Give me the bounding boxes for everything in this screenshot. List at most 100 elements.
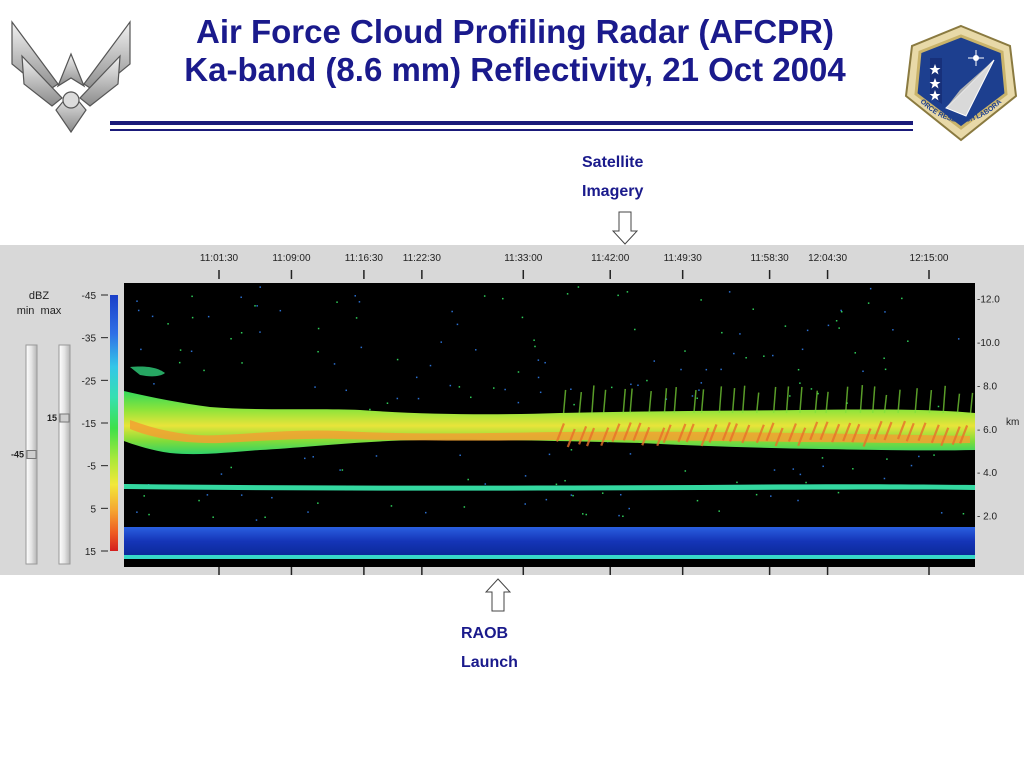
speckle <box>720 368 722 371</box>
radar-reflectivity-chart: dBZ min max -45 15 -45 -35 -25 -15 -5 5 15 11:… <box>11 253 1019 575</box>
fallstreak <box>578 425 588 445</box>
speckle <box>167 323 169 325</box>
speckle <box>524 475 527 477</box>
colorbar-tick-label: -45 <box>82 291 97 302</box>
fallstreak <box>940 427 950 447</box>
min-slider-value: -45 <box>11 450 24 460</box>
speckle <box>425 511 427 514</box>
speckle <box>718 510 720 512</box>
speckle <box>475 349 477 351</box>
speckle <box>148 513 150 516</box>
cloud-top-turret <box>602 389 607 414</box>
speckle <box>773 469 776 471</box>
height-tick-label: -12.0 <box>977 295 1000 306</box>
cirrus-wisp <box>130 366 165 377</box>
afrl-seal-icon: AIR FORCE RESEARCH LABORATORY <box>902 24 1018 142</box>
speckle <box>886 458 888 460</box>
speckle <box>264 516 266 519</box>
speckle <box>212 516 214 518</box>
speckle <box>524 503 526 505</box>
speckle <box>792 468 795 470</box>
time-tick-label: 11:58:30 <box>751 253 790 264</box>
speckle <box>585 513 588 516</box>
speckle <box>429 364 432 367</box>
speckle <box>610 386 613 389</box>
speckle <box>918 455 920 458</box>
speckle <box>336 301 338 303</box>
cloud-top-turret <box>663 388 668 414</box>
speckle <box>566 293 569 295</box>
fallstreak <box>930 424 940 444</box>
fallstreak <box>600 427 610 447</box>
air-force-wings-icon <box>11 20 131 134</box>
speckle <box>564 479 566 482</box>
speckle <box>220 473 223 475</box>
cloud-top-turret <box>785 386 790 414</box>
fallstreak <box>566 428 576 448</box>
speckle <box>700 299 702 301</box>
speckle <box>539 391 542 394</box>
speckle <box>345 389 347 392</box>
speckle <box>241 362 243 364</box>
fallstreak <box>842 422 852 442</box>
speckle <box>892 329 894 331</box>
cloud-top-turret <box>897 389 901 414</box>
surface-clutter <box>124 527 975 555</box>
colorbar-unit-label: dBZ <box>29 290 49 302</box>
speckle <box>680 368 682 371</box>
speckle <box>254 305 256 307</box>
speckle <box>314 386 316 388</box>
time-tick-label: 11:01:30 <box>200 253 239 264</box>
speckle <box>728 291 731 293</box>
cloud-top-turret <box>622 388 626 414</box>
speckle <box>333 363 336 365</box>
speckle <box>634 328 636 331</box>
speckle <box>255 519 258 521</box>
speckle <box>797 368 800 371</box>
cloud-top-turret <box>859 384 864 414</box>
fallstreak <box>917 422 927 442</box>
speckle <box>417 397 420 400</box>
fallstreak <box>774 427 784 447</box>
cloud-top-turret <box>772 386 777 414</box>
speckle <box>312 456 314 458</box>
colorbar-tick-label: 5 <box>90 504 96 515</box>
speckle <box>867 302 870 304</box>
max-slider-track[interactable] <box>58 344 71 565</box>
speckle <box>240 296 242 299</box>
fallstreak <box>662 424 672 444</box>
speckle <box>763 355 765 357</box>
speckle <box>259 286 261 288</box>
speckle <box>230 466 232 469</box>
height-tick-label: - 2.0 <box>977 512 997 523</box>
speckle <box>484 483 487 485</box>
speckle <box>178 361 181 364</box>
speckle <box>617 294 619 297</box>
speckle <box>626 291 629 293</box>
time-tick-label: 11:09:00 <box>272 253 311 264</box>
speckle <box>698 389 700 391</box>
cloud-top-turret <box>928 390 933 414</box>
speckle <box>230 337 232 340</box>
cloud-top-turret <box>755 392 760 414</box>
mid-level-layer <box>124 484 975 491</box>
speckle <box>140 348 142 351</box>
speckle <box>375 455 378 457</box>
speckle <box>582 513 584 515</box>
speckle <box>386 402 389 404</box>
min-slider-thumb[interactable] <box>26 450 37 459</box>
speckle <box>143 495 145 497</box>
speckle <box>618 514 620 517</box>
speckle <box>940 512 943 514</box>
speckle <box>572 494 574 497</box>
speckle <box>537 376 540 379</box>
speckle <box>622 515 624 518</box>
speckle <box>369 408 371 411</box>
cloud-top-turret <box>969 392 974 414</box>
slide-title-line2: Ka-band (8.6 mm) Reflectivity, 21 Oct 20… <box>184 51 846 88</box>
height-tick-label: - 6.0 <box>977 425 997 436</box>
satellite-imagery-label: Satellite Imagery <box>582 148 643 206</box>
fallstreak <box>677 423 687 443</box>
speckle <box>907 340 909 342</box>
max-slider-thumb[interactable] <box>59 413 70 423</box>
